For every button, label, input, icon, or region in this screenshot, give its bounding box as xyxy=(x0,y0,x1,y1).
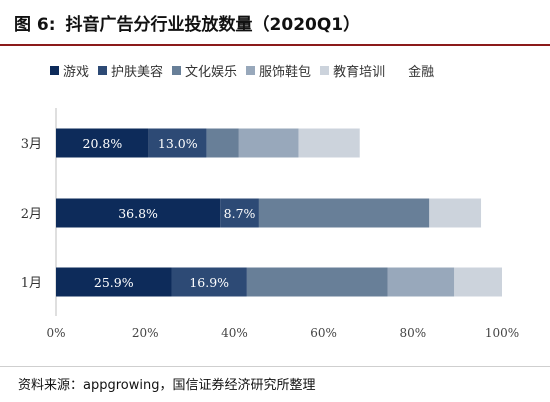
bar-segment xyxy=(171,267,247,297)
legend-swatch xyxy=(172,66,182,75)
legend-swatch xyxy=(320,66,330,75)
legend-swatch xyxy=(50,66,59,75)
bar-value-label: 8.7% xyxy=(224,206,256,221)
bar-segment xyxy=(246,267,388,297)
x-tick-label: 20% xyxy=(132,326,159,340)
figure-title: 抖音广告分行业投放数量（2020Q1） xyxy=(65,14,361,35)
bar-segment xyxy=(258,198,430,228)
source-divider xyxy=(0,366,550,367)
x-tick-label: 100% xyxy=(485,326,519,340)
bar-segment xyxy=(454,267,502,297)
x-tick-label: 60% xyxy=(310,326,337,340)
bar-segment xyxy=(429,198,482,228)
bar-segment xyxy=(56,267,172,297)
bar-segment xyxy=(238,128,299,158)
legend-item: 服饰鞋包 xyxy=(246,61,311,80)
figure-label: 图 6: xyxy=(14,14,56,35)
legend-item: 金融 xyxy=(394,61,434,80)
legend-item: 游戏 xyxy=(50,61,89,80)
bar-segment xyxy=(56,198,221,228)
legend-item: 文化娱乐 xyxy=(172,61,237,80)
legend-swatch xyxy=(98,66,108,75)
bar-value-label: 16.9% xyxy=(189,275,229,290)
legend-label: 教育培训 xyxy=(333,65,386,80)
bar-segment xyxy=(148,128,207,158)
bar-value-label: 25.9% xyxy=(94,275,134,290)
x-tick-label: 80% xyxy=(399,326,426,340)
x-tick-label: 40% xyxy=(221,326,248,340)
legend-swatch xyxy=(246,66,256,75)
bar-value-label: 20.8% xyxy=(83,136,123,151)
bar-value-label: 13.0% xyxy=(158,136,198,151)
legend-item: 教育培训 xyxy=(320,61,385,80)
legend-label: 护肤美容 xyxy=(111,65,164,80)
category-label: 1月 xyxy=(21,276,42,291)
legend-label: 服饰鞋包 xyxy=(259,65,312,80)
bar-segment xyxy=(206,128,239,158)
bar-segment xyxy=(56,128,149,158)
bar-value-label: 36.8% xyxy=(118,206,158,221)
figure-title-bar: 图 6: 抖音广告分行业投放数量（2020Q1） xyxy=(0,0,550,46)
chart-legend: 游戏 护肤美容 文化娱乐 服饰鞋包 教育培训 金融 xyxy=(50,61,434,80)
category-label: 2月 xyxy=(21,207,42,222)
x-tick-label: 0% xyxy=(46,326,65,340)
legend-label: 游戏 xyxy=(63,65,90,80)
legend-label: 金融 xyxy=(408,65,435,80)
source-note: 资料来源：appgrowing，国信证券经济研究所整理 xyxy=(18,378,316,393)
bar-segment xyxy=(298,128,360,158)
legend-label: 文化娱乐 xyxy=(185,65,238,80)
legend-item: 护肤美容 xyxy=(98,61,163,80)
bar-segment xyxy=(387,267,455,297)
bar-segment xyxy=(220,198,259,228)
category-label: 3月 xyxy=(21,137,42,152)
stacked-bar-chart: 0% 20% 40% 60% 80% 100% 3月 20.8% 13.0% 2月 36.8% 8.7… xyxy=(21,108,519,340)
